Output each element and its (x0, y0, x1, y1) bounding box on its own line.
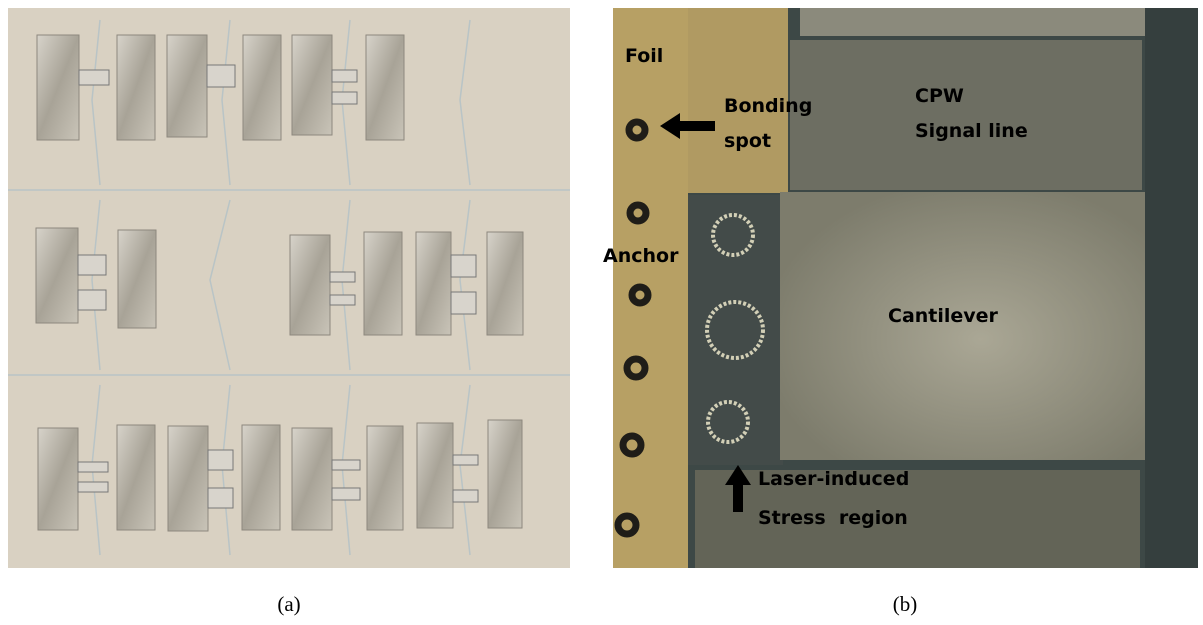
label-cpw: Signal line (915, 120, 1028, 142)
label-cantilever: Cantilever (888, 305, 999, 327)
caption: (b) (893, 592, 918, 616)
label-cpw: CPW (915, 85, 964, 107)
photo-a (8, 8, 570, 568)
label-anchor: Anchor (603, 245, 679, 267)
label-foil: Foil (625, 45, 663, 67)
figure: Foil Bonding spot CPW Signal line Anchor… (0, 0, 1203, 625)
label-bonding: spot (724, 130, 771, 152)
label-bonding: Bonding (724, 95, 812, 117)
caption: (a) (277, 592, 300, 616)
label-laser: Stress region (758, 507, 908, 529)
label-laser: Laser-induced (758, 468, 909, 490)
